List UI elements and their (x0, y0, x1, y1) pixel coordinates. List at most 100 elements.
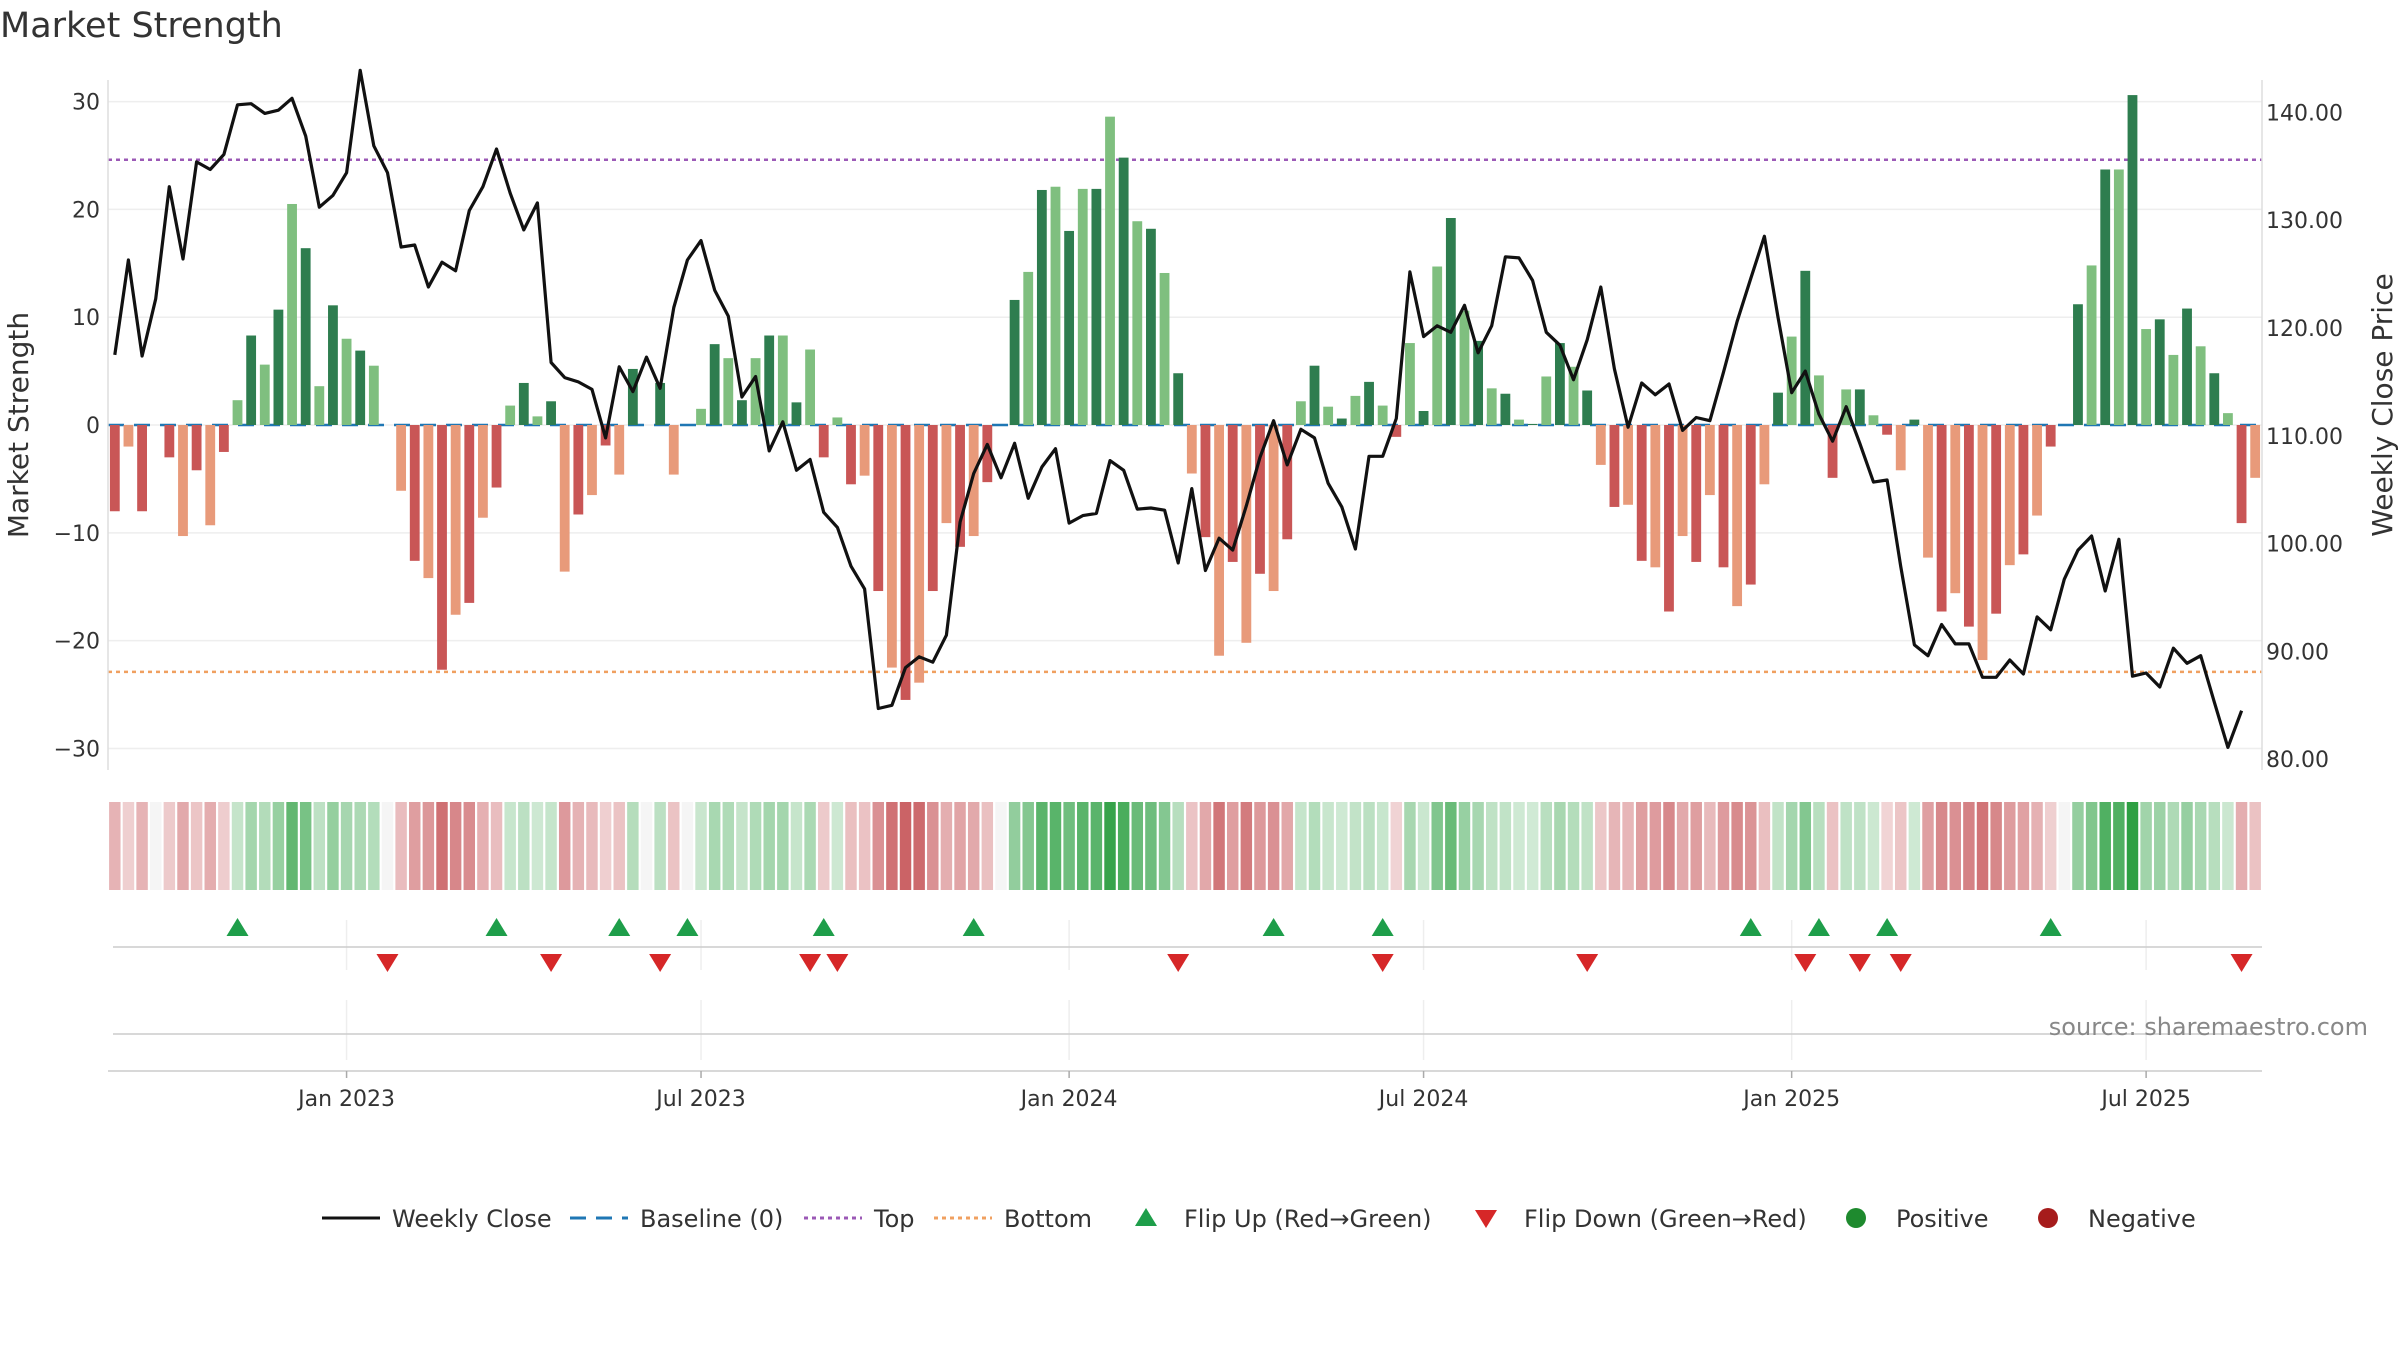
strip-cell (340, 802, 353, 890)
strength-bar (941, 425, 952, 524)
strip-cell (1008, 802, 1021, 890)
strength-bar (2209, 373, 2220, 425)
strip-cell (1049, 802, 1062, 890)
strength-bar (2168, 354, 2179, 425)
strip-cell (1826, 802, 1839, 890)
strength-bar (2113, 169, 2124, 425)
legend-label: Negative (2088, 1205, 2196, 1233)
strip-cell (1213, 802, 1225, 890)
legend-flip-down-icon (1475, 1210, 1497, 1228)
flip-down-marker (799, 954, 822, 972)
strip-cell (1635, 802, 1648, 890)
strength-bar (218, 425, 229, 452)
legend-dot-icon (2038, 1208, 2058, 1228)
strip-cell (654, 802, 666, 890)
strength-bar (1704, 425, 1715, 496)
strip-cell (708, 802, 721, 890)
strength-bar (368, 365, 379, 425)
legend-label: Positive (1896, 1205, 1989, 1233)
strip-cell (1117, 802, 1130, 890)
strength-bar (846, 425, 856, 485)
weekly-close-line (113, 68, 2244, 750)
strength-bar (1827, 425, 1838, 478)
strength-bar (2154, 319, 2165, 425)
strip-cell (1308, 802, 1321, 890)
strength-bar (246, 335, 257, 425)
flip-down-marker (540, 954, 563, 972)
strength-bar (1609, 425, 1620, 507)
strip-cell (1063, 802, 1075, 890)
strip-cell (2044, 802, 2057, 890)
strength-bar (396, 425, 407, 491)
strip-cell (545, 802, 557, 890)
strip-cell (463, 802, 475, 890)
strip-cell (1267, 802, 1280, 890)
strength-bar (1268, 425, 1279, 592)
strength-bar (1977, 425, 1988, 661)
strip-cell (1785, 802, 1798, 890)
strip-cell (1622, 802, 1634, 890)
strip-cell (1935, 802, 1948, 890)
strip-cell (1254, 802, 1266, 890)
strip-cell (1404, 802, 1416, 890)
x-axis: Jan 2023 Jul 2023 Jan 2024 Jul 2024 Jan 2025… (296, 1071, 2191, 1112)
strength-bar (1623, 425, 1633, 505)
strength-bar (1554, 343, 1565, 425)
strip-cell (558, 802, 571, 890)
strength-bar (1445, 218, 1456, 425)
strength-bar (1255, 425, 1265, 574)
strip-cell (913, 802, 925, 890)
strip-cell (1840, 802, 1852, 890)
strip-cell (872, 802, 884, 890)
strength-bar (2086, 265, 2097, 425)
strip-cell (1881, 802, 1893, 890)
strength-bar (1814, 375, 1824, 425)
strength-bar (914, 425, 925, 683)
strip-cell (1240, 802, 1253, 890)
strip-cell (1022, 802, 1034, 890)
strength-bar (1391, 425, 1402, 437)
strip-cell (2004, 802, 2016, 890)
strength-bar (341, 338, 352, 425)
strength-bar (409, 425, 420, 561)
strength-bar (573, 425, 584, 515)
strength-bar (587, 425, 597, 496)
strip-cell (886, 802, 898, 890)
strength-bar (818, 425, 829, 458)
flip-down-marker (1167, 954, 1190, 972)
strip-cell (368, 802, 380, 890)
strip-cell (231, 802, 244, 890)
y-left-axis-title: Market Strength (2, 312, 35, 538)
strip-cell (586, 802, 598, 890)
strip-cell (2140, 802, 2152, 890)
strip-cell (1104, 802, 1116, 890)
strip-cell (2181, 802, 2193, 890)
strength-bar (1664, 425, 1674, 612)
legend-label: Bottom (1004, 1205, 1092, 1233)
strength-bar (1854, 389, 1865, 425)
strength-bar (1364, 381, 1374, 425)
strength-bar (477, 425, 488, 518)
legend-label: Flip Down (Green→Red) (1524, 1205, 1807, 1233)
strip-cell (1295, 802, 1307, 890)
flip-down-marker (376, 954, 399, 972)
strength-bar (1745, 425, 1756, 585)
legend-label: Weekly Close (392, 1205, 552, 1233)
strength-bar (2073, 304, 2083, 425)
strength-bar (1009, 299, 1020, 425)
strip-cell (477, 802, 489, 890)
flip-up-marker (1739, 918, 1762, 936)
strip-cell (1908, 802, 1921, 890)
strength-bar (1950, 425, 1961, 594)
strength-bar (2250, 425, 2261, 478)
strip-cell (286, 802, 298, 890)
strength-bar (1118, 157, 1129, 425)
strength-bar (1200, 425, 1211, 538)
strip-cell (2208, 802, 2221, 890)
legend-label: Baseline (0) (640, 1205, 783, 1233)
strip-cell (1895, 802, 1907, 890)
strength-bar (1023, 271, 1034, 425)
strength-bar (1527, 423, 1538, 425)
strip-cell (1799, 802, 1812, 890)
strip-cell (818, 802, 830, 890)
